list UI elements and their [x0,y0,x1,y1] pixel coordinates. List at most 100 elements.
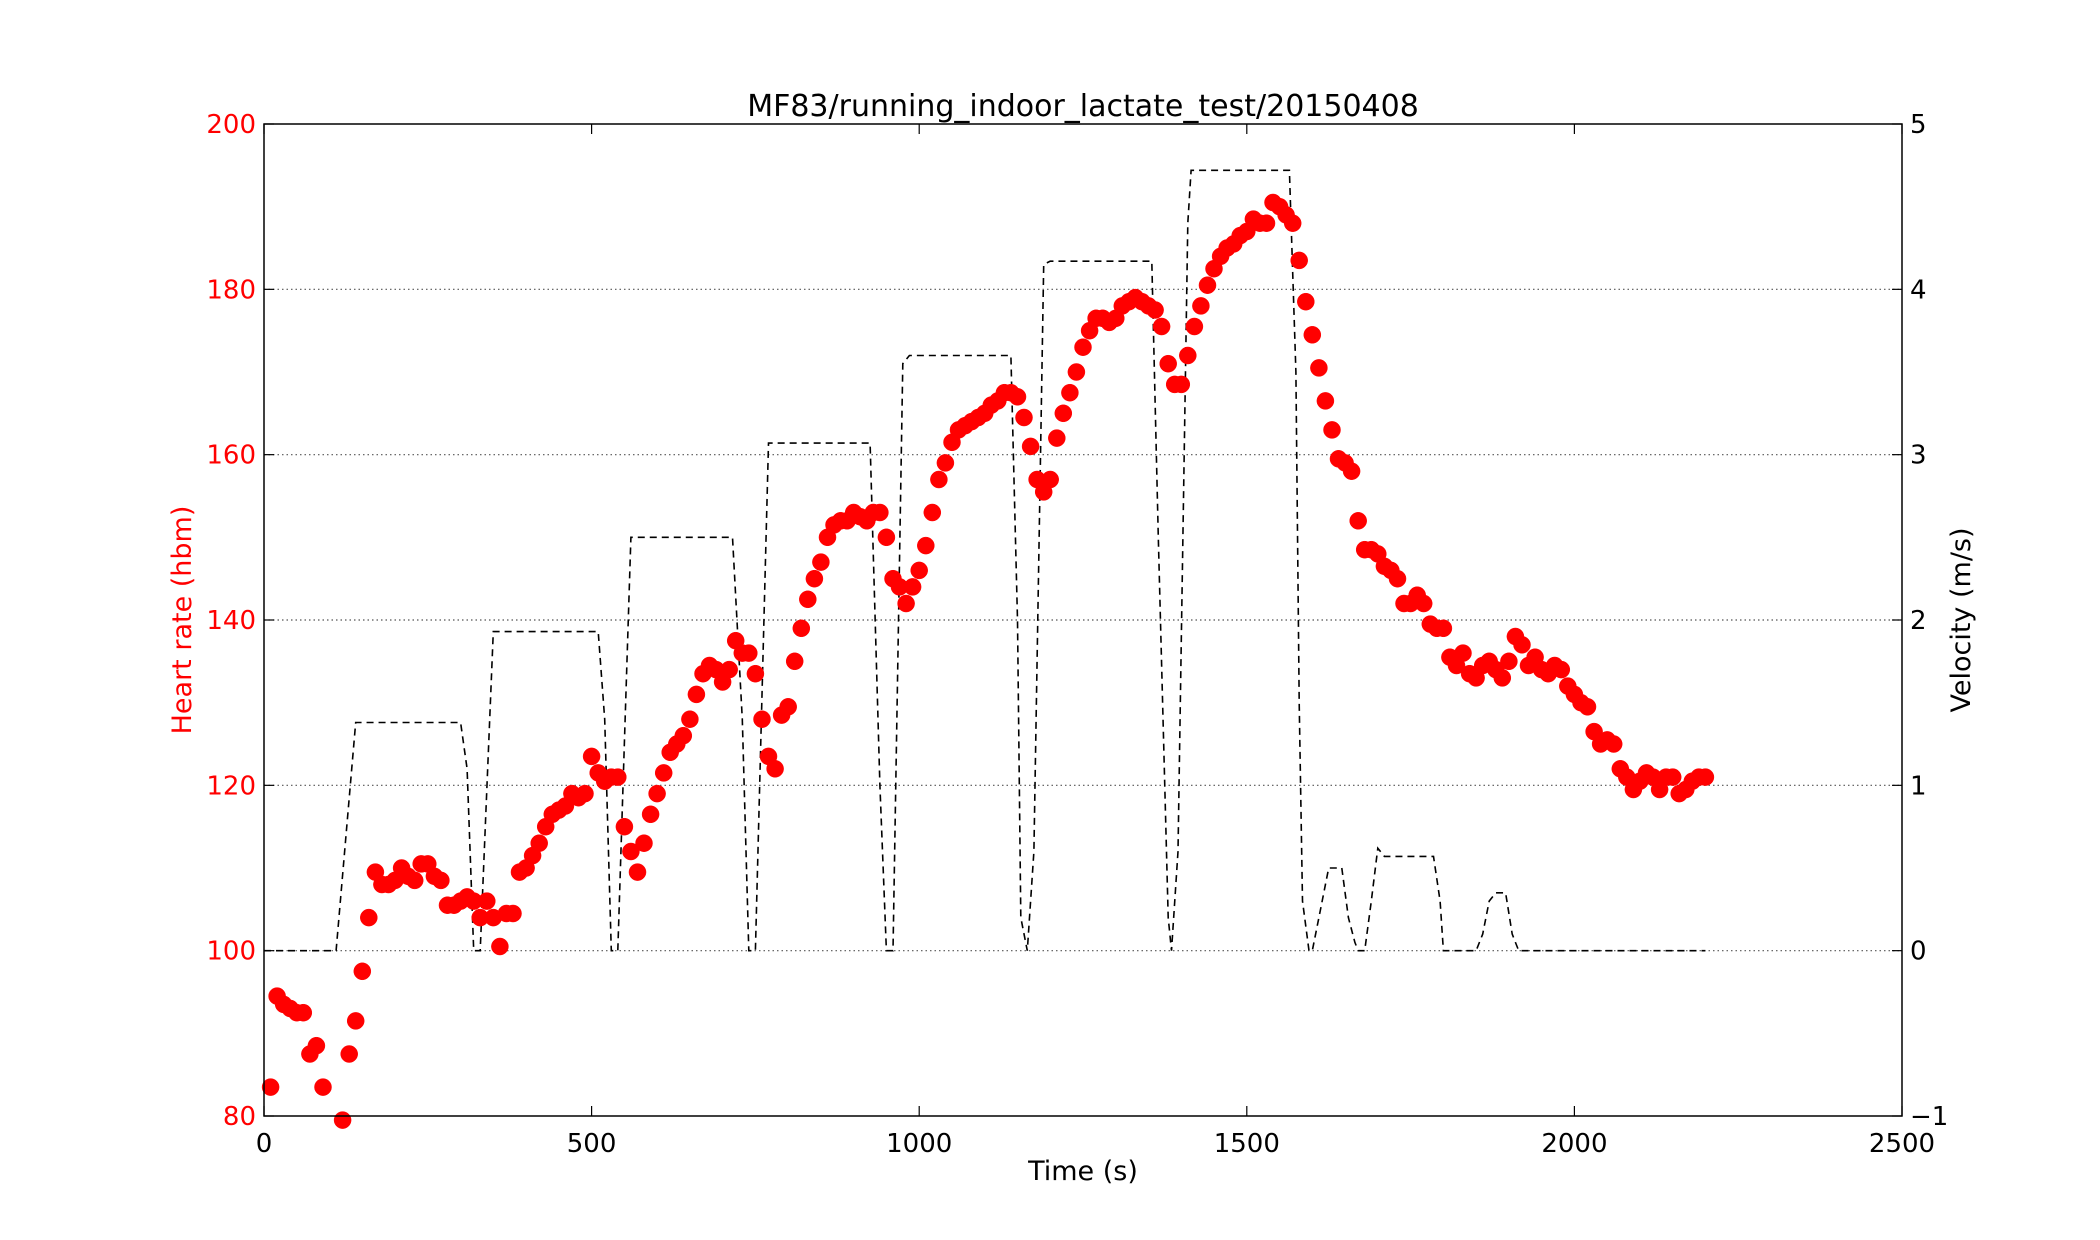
x-tick-label: 2000 [1541,1129,1607,1159]
heart-rate-point [615,817,634,836]
heart-rate-point [314,1078,332,1096]
heart-rate-point [1021,437,1040,456]
heart-rate-point [609,768,627,786]
heart-rate-point [1663,768,1682,786]
x-tick-label: 1000 [886,1129,952,1159]
heart-rate-point [1493,669,1512,687]
heart-rate-point [1172,375,1191,394]
heart-rate-point [1310,359,1328,377]
heart-rate-point [582,747,601,766]
heart-rate-point [1297,292,1315,311]
heart-rate-point [478,892,496,910]
velocity-line [264,169,1706,952]
x-tick-label: 1500 [1214,1129,1280,1159]
y2-axis-label: Velocity (m/s) [1946,527,1977,712]
heart-rate-point [1152,317,1171,336]
heart-rate-point [294,1003,313,1022]
heart-rate-point [1696,768,1715,786]
heart-rate-point [930,470,948,489]
x-tick-label: 2500 [1869,1129,1935,1159]
heart-rate-point [261,1078,280,1096]
heart-rate-point [360,908,378,927]
heart-rate-point [1179,346,1197,365]
y-tick-label: 120 [206,771,256,801]
heart-rate-point [333,1111,352,1129]
heart-rate-point [530,834,548,852]
heart-rate-point [766,760,784,778]
heart-rate-point [1414,594,1433,613]
heart-rate-point [681,710,699,728]
y-tick-label: 200 [206,110,256,140]
heart-rate-point [1604,735,1623,753]
heart-rate-point [1041,470,1059,489]
heart-rate-point [504,904,522,923]
heart-rate-point [1008,388,1027,406]
x-tick-label: 0 [256,1129,273,1159]
heart-rate-point [648,784,666,803]
heart-rate-point [353,962,372,981]
heart-rate-point [340,1045,358,1063]
heart-rate-point [910,561,928,580]
heart-rate-point [897,594,915,613]
heart-rate-point [1303,326,1322,344]
heart-rate-point [1454,644,1472,662]
heart-rate-point [877,528,896,547]
heart-rate-point [903,578,922,596]
heart-rate-point [1323,421,1341,439]
heart-rate-point [871,503,889,522]
heart-rate-point [812,553,830,571]
velocity-series [264,169,1706,952]
heart-rate-point [1500,652,1518,671]
heart-rate-point [491,937,509,956]
heart-rate-point [923,503,942,522]
heart-rate-point [432,871,450,890]
heart-rate-point [1146,301,1164,319]
heart-rate-point [1388,569,1407,588]
y-tick-label: 140 [206,606,256,636]
x-axis-label: Time (s) [1027,1156,1138,1187]
tick-layer: 0 500 1000 1500 2000 250080100120140160180200… [206,110,1948,1159]
heart-rate-point [1578,698,1597,716]
heart-rate-point [674,726,693,745]
heart-rate-point [740,644,758,662]
heart-rate-point [576,784,594,803]
heart-rate-point [799,590,817,609]
heart-rate-point [1198,276,1217,294]
y2-tick-label: −1 [1910,1102,1948,1132]
heart-rate-point [1513,636,1531,654]
heart-rate-point [641,805,660,824]
heart-rate-point [1257,214,1276,232]
heart-rate-point [1048,429,1066,447]
heart-rate-point [1054,404,1073,423]
y2-tick-label: 4 [1910,275,1927,305]
heart-rate-point [635,834,653,852]
heart-rate-point [917,536,935,555]
heart-rate-point [687,685,706,704]
heart-rate-point [405,871,424,890]
heart-rate-point [1316,392,1335,410]
heart-rate-point [1015,408,1033,427]
y-tick-label: 160 [206,441,256,471]
y-axis-label: Heart rate (hbm) [167,506,198,735]
heart-rate-point [1434,619,1453,638]
heart-rate-point [1552,660,1571,679]
heart-rate-point [654,764,673,782]
heart-rate-point [1067,363,1086,381]
heart-rate-point [346,1012,365,1030]
y2-tick-label: 0 [1910,937,1927,967]
y2-tick-label: 1 [1910,771,1927,801]
heart-rate-point [307,1036,326,1055]
y2-tick-label: 5 [1910,110,1927,140]
y2-tick-label: 3 [1910,441,1927,471]
heart-rate-point [1290,251,1308,270]
heart-rate-point [1192,297,1210,315]
heart-rate-point [746,664,765,683]
y-tick-label: 180 [206,275,256,305]
heart-rate-point [792,619,811,638]
heart-rate-point [1342,462,1361,480]
heart-rate-point [805,569,824,588]
heart-rate-point [1061,383,1079,402]
heart-rate-point [1159,354,1177,373]
